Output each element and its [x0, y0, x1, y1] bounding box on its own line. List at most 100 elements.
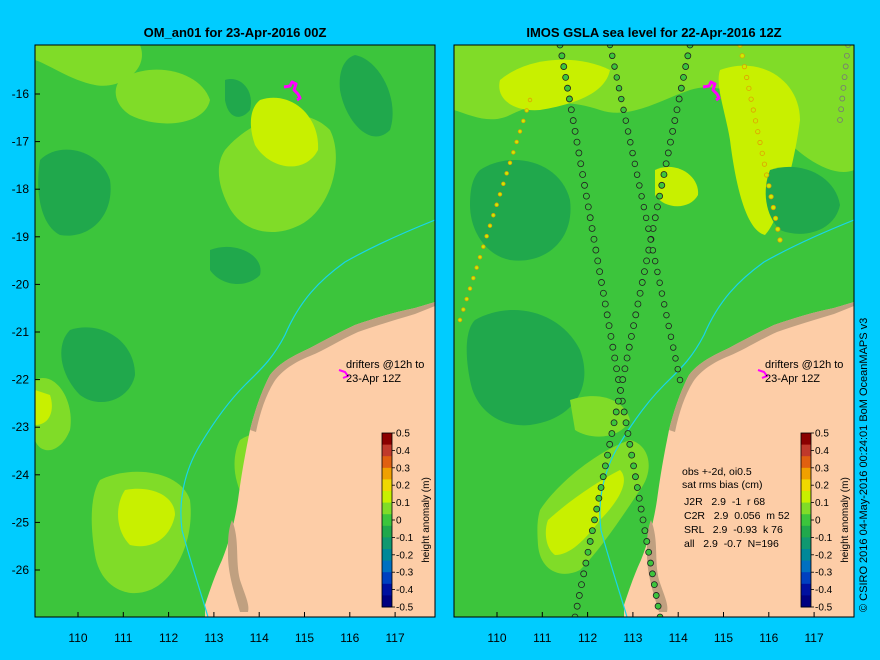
track-observation-marker: [637, 505, 645, 513]
track-observation-marker: [484, 233, 489, 239]
track-observation-marker: [643, 538, 651, 545]
colorbar-swatch: [801, 491, 811, 504]
track-observation-marker: [633, 484, 641, 491]
track-observation-marker: [598, 279, 605, 286]
track-observation-marker: [843, 52, 850, 59]
track-observation-marker: [750, 107, 756, 113]
stats-row-c2r: C2R 2.9 0.056 m 52: [684, 510, 790, 522]
credit-text: © CSIRO 2016 04-May-2016 00:24:01 BoM Oc…: [858, 318, 870, 612]
track-observation-marker: [630, 322, 637, 330]
track-observation-marker: [491, 213, 496, 218]
track-observation-marker: [457, 317, 463, 323]
right-colorbar: 0.5 0.4 0.3 0.2 0.1 0 -0.1 -0.2 -0.3 -0.4 -0.5 hei…: [800, 429, 851, 614]
track-observation-marker: [588, 527, 596, 535]
track-observation-marker: [628, 451, 636, 459]
left-colorbar-swatches: [382, 433, 392, 608]
track-observation-marker: [651, 257, 659, 265]
track-observation-marker: [630, 462, 637, 470]
track-observation-marker: [610, 419, 618, 427]
lat-tick-label: -20: [12, 277, 30, 291]
left-high-1: [35, 45, 142, 86]
right-bay-rock: [647, 520, 668, 612]
track-observation-marker: [620, 106, 627, 114]
lat-tick-label: -18: [12, 182, 30, 196]
lon-tick-label: 114: [669, 631, 688, 645]
track-observation-marker: [684, 52, 692, 60]
track-observation-marker: [764, 172, 770, 178]
colorbar-swatch: [801, 467, 811, 480]
track-observation-marker: [622, 419, 630, 427]
colorbar-tick-label: -0.2: [396, 550, 414, 561]
track-observation-marker: [604, 451, 611, 459]
colorbar-swatch: [382, 433, 392, 446]
track-observation-marker: [614, 397, 622, 405]
lon-tick-label: 115: [714, 631, 733, 645]
track-observation-marker: [651, 214, 659, 222]
track-observation-marker: [596, 268, 604, 276]
track-observation-marker: [594, 257, 602, 265]
colorbar-swatch: [801, 595, 811, 608]
left-eddy-dark-4: [210, 246, 261, 285]
colorbar-swatch: [382, 502, 392, 515]
track-observation-marker: [656, 279, 663, 286]
lon-tick-label: 113: [623, 631, 642, 645]
left-longitude-ticks: 110 111 112 113 114 115 116 117: [68, 612, 405, 645]
track-observation-marker: [627, 139, 634, 146]
colorbar-tick-label: -0.3: [396, 568, 414, 579]
track-observation-marker: [656, 192, 664, 200]
track-observation-marker: [571, 127, 579, 135]
track-observation-marker: [845, 45, 851, 48]
track-observation-marker: [775, 226, 781, 232]
track-observation-marker: [588, 225, 596, 232]
colorbar-tick-label: -0.4: [396, 585, 414, 596]
track-observation-marker: [759, 150, 765, 156]
track-observation-marker: [603, 311, 611, 319]
track-observation-marker: [838, 106, 845, 113]
track-observation-marker: [514, 139, 519, 145]
right-map-panel: IMOS GSLA sea level for 22-Apr-2016 12Z: [453, 25, 855, 645]
track-observation-marker: [560, 63, 568, 70]
track-observation-marker: [757, 139, 763, 146]
track-observation-marker: [671, 117, 679, 124]
colorbar-tick-label: -0.1: [396, 533, 414, 544]
track-observation-marker: [674, 365, 681, 373]
track-observation-marker: [737, 45, 743, 48]
track-observation-marker: [647, 236, 654, 243]
track-observation-marker: [669, 127, 677, 135]
track-observation-marker: [591, 516, 598, 524]
colorbar-swatch: [382, 456, 392, 469]
track-observation-marker: [675, 95, 683, 103]
track-observation-marker: [663, 311, 670, 319]
lon-tick-label: 116: [340, 631, 359, 645]
lon-tick-label: 116: [759, 631, 778, 645]
colorbar-swatch: [382, 549, 392, 562]
colorbar-tick-label: 0.5: [815, 429, 829, 440]
track-observation-marker: [626, 440, 634, 448]
lon-tick-label: 114: [250, 631, 269, 645]
track-observation-marker: [640, 203, 648, 211]
track-observation-marker: [641, 268, 648, 276]
track-observation-marker: [649, 247, 657, 254]
colorbar-tick-label: 0.1: [396, 498, 410, 509]
stats-row-j2r: J2R 2.9 -1 r 68: [684, 496, 765, 508]
lon-tick-label: 117: [805, 631, 824, 645]
track-observation-marker: [770, 204, 776, 211]
track-observation-marker: [617, 386, 624, 394]
track-observation-marker: [527, 97, 533, 103]
track-observation-marker: [590, 235, 598, 243]
right-colorbar-swatches: [801, 433, 811, 608]
left-drifter-track: [283, 80, 302, 102]
left-drifter-legend-mark: [338, 369, 350, 379]
left-high-2: [115, 69, 210, 124]
stats-row-all: all 2.9 -0.7 N=196: [684, 538, 779, 550]
satellite-tracks: [457, 45, 851, 617]
track-observation-marker: [507, 160, 513, 166]
track-observation-marker: [599, 289, 607, 297]
track-observation-marker: [612, 408, 620, 416]
right-map-frame: [453, 44, 855, 618]
track-observation-marker: [632, 311, 640, 319]
lon-tick-label: 112: [578, 631, 597, 645]
colorbar-tick-label: 0.5: [396, 429, 410, 440]
colorbar-tick-label: 0.3: [396, 463, 410, 474]
colorbar-swatch: [801, 514, 811, 527]
